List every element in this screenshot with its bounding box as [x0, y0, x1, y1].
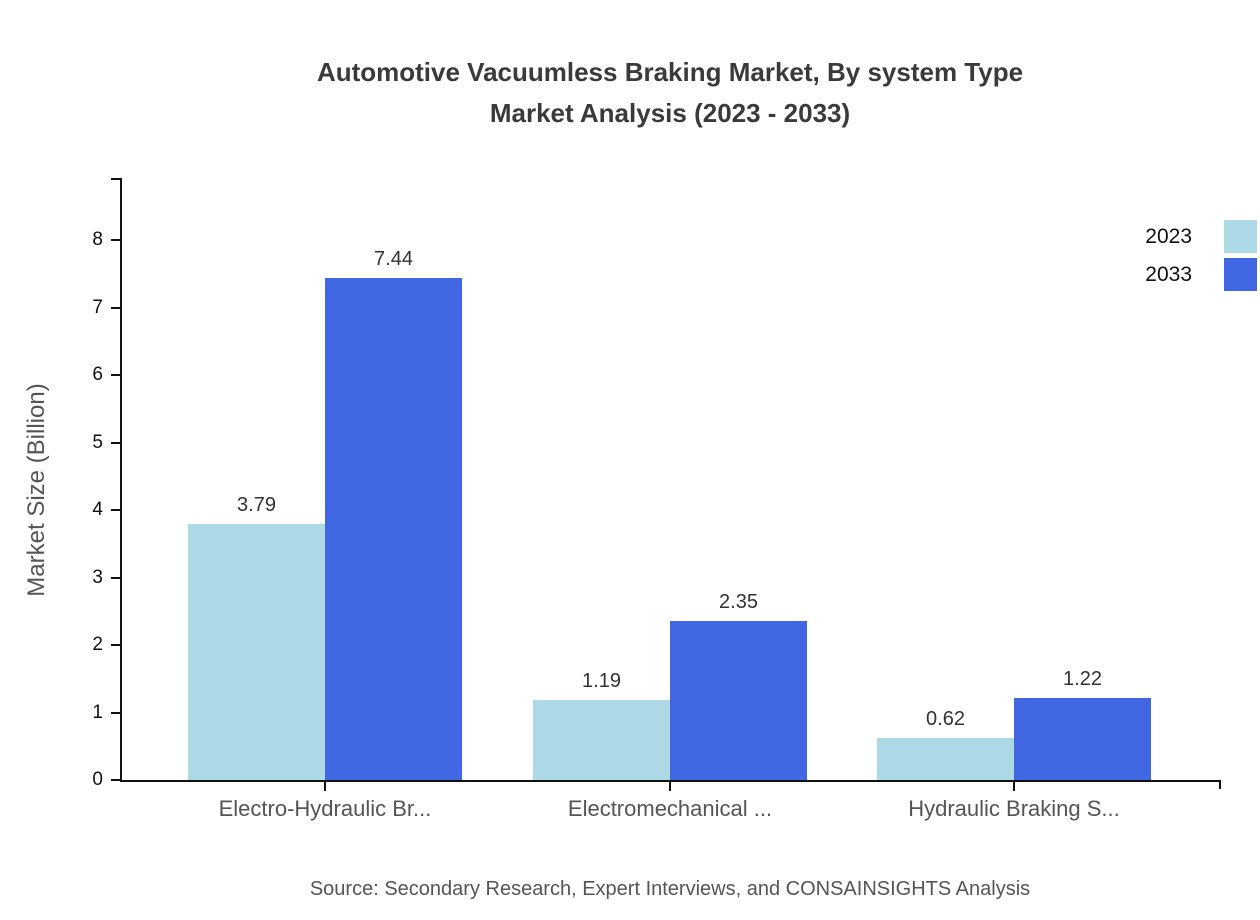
- value-label: 3.79: [237, 494, 276, 517]
- source-note: Source: Secondary Research, Expert Inter…: [309, 878, 1031, 900]
- legend-swatch-2023: [1224, 220, 1257, 253]
- x-tick: [669, 782, 671, 791]
- x-axis-line: [120, 780, 1221, 782]
- y-tick-label: 4: [92, 499, 103, 520]
- y-tick-label: 5: [92, 431, 103, 453]
- y-tick: [111, 239, 120, 241]
- y-axis-outer-tick: [111, 178, 120, 180]
- y-axis-line: [120, 178, 122, 782]
- value-label: 1.22: [1063, 667, 1102, 690]
- bar-2033-1: [325, 277, 462, 780]
- bar-2023-1: [188, 524, 325, 780]
- bar-2023-2: [533, 699, 670, 780]
- category-label-2: Electromechanical ...: [567, 796, 773, 821]
- y-axis-label: Market Size (Billion): [23, 383, 50, 597]
- bar-2033-2: [670, 621, 807, 780]
- y-tick: [111, 509, 120, 511]
- x-tick: [1013, 782, 1015, 791]
- value-label: 0.62: [926, 708, 965, 731]
- chart-title: Automotive Vacuumless Braking Market, By…: [80, 52, 1260, 134]
- legend-row-2023: 2023: [1145, 220, 1257, 253]
- value-label: 7.44: [374, 247, 413, 270]
- y-tick: [111, 711, 120, 714]
- x-tick: [324, 782, 326, 791]
- category-label-1: Electro-Hydraulic Br...: [218, 796, 432, 821]
- bar-2033-3: [1014, 697, 1151, 780]
- y-tick-label: 8: [92, 229, 103, 250]
- legend: 2023 2033: [1145, 220, 1257, 291]
- y-tick-label: 7: [92, 296, 103, 318]
- y-tick: [111, 779, 120, 781]
- x-axis-outer-tick: [1219, 780, 1221, 789]
- value-label: 1.19: [582, 669, 621, 692]
- legend-swatch-2033: [1224, 258, 1257, 291]
- value-label: 2.35: [719, 591, 758, 614]
- legend-row-2033: 2033: [1145, 258, 1257, 291]
- y-tick-label: 2: [92, 634, 103, 655]
- bar-2023-3: [877, 738, 1014, 780]
- y-tick: [111, 576, 120, 579]
- y-tick: [111, 306, 120, 309]
- y-tick: [111, 374, 120, 376]
- y-tick: [111, 644, 120, 646]
- legend-label-2033: 2033: [1145, 262, 1192, 286]
- plot-area: 0 1 2 3 4 5 6 7 8 3.79 7.44 Electro-Hydraulic Br...…: [92, 178, 1221, 821]
- chart-title-line1: Automotive Vacuumless Braking Market, By…: [316, 57, 1024, 87]
- y-tick-label: 0: [92, 769, 103, 790]
- chart-title-line2: Market Analysis (2023 - 2033): [489, 98, 851, 128]
- y-tick-label: 3: [92, 566, 103, 588]
- category-label-3: Hydraulic Braking S...: [908, 796, 1120, 821]
- y-tick-label: 1: [92, 701, 103, 723]
- y-tick: [111, 441, 120, 444]
- legend-label-2023: 2023: [1145, 224, 1192, 248]
- y-tick-label: 6: [92, 364, 103, 385]
